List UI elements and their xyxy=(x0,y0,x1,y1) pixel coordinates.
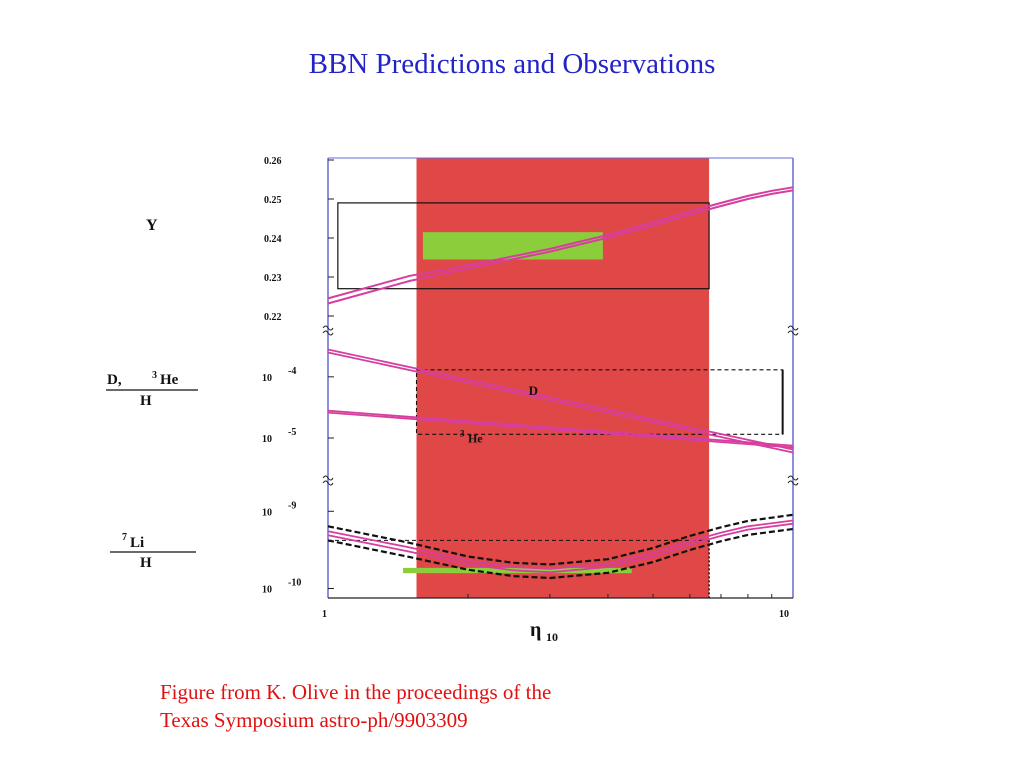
y-axis-label: Li xyxy=(130,535,144,551)
figure-caption: Figure from K. Olive in the proceedings … xyxy=(160,678,800,734)
annotation-superscript: 3 xyxy=(460,428,465,438)
allowed-eta-band xyxy=(416,158,710,598)
slide-title: BBN Predictions and Observations xyxy=(308,48,716,80)
y-tick-label: 10 xyxy=(262,507,272,518)
y-tick-label: 0.25 xyxy=(264,195,282,206)
uncertainty-bound xyxy=(327,527,794,580)
caption-line-1: Figure from K. Olive in the proceedings … xyxy=(160,680,552,704)
series-line xyxy=(327,409,794,447)
axis-break-mark xyxy=(322,475,334,486)
series-line xyxy=(327,519,794,570)
constraint-box xyxy=(415,369,784,435)
y-axis-label: He xyxy=(160,372,179,388)
y-tick-exponent: -5 xyxy=(288,427,296,438)
y-axis-label: D, xyxy=(107,372,122,388)
uncertainty-bound xyxy=(327,513,794,566)
series-line xyxy=(327,186,794,300)
y-axis-label: H xyxy=(140,393,152,409)
series-line xyxy=(327,411,794,449)
y-axis-label: Y xyxy=(146,217,158,234)
annotation-label: D xyxy=(529,383,538,398)
series-line xyxy=(327,189,794,305)
y-tick-label: 0.22 xyxy=(264,312,282,323)
y-tick-label: 10 xyxy=(262,434,272,445)
series-line xyxy=(327,348,794,451)
axis-break-mark xyxy=(787,325,799,336)
y-tick-label: 10 xyxy=(262,585,272,596)
x-axis-label: η xyxy=(530,619,541,641)
series-line xyxy=(327,351,794,454)
y-tick-label: 0.23 xyxy=(264,273,282,284)
x-axis-label-subscript: 10 xyxy=(546,630,558,644)
annotation-label: He xyxy=(468,431,483,445)
y-tick-exponent: -4 xyxy=(288,366,296,377)
y-tick-exponent: -10 xyxy=(288,578,301,589)
x-tick-label: 10 xyxy=(779,609,789,620)
y-tick-label: 10 xyxy=(262,373,272,384)
y-axis-label-superscript: 7 xyxy=(122,532,127,543)
y-tick-label: 0.24 xyxy=(264,234,282,245)
y-axis-label: H xyxy=(140,555,152,571)
y-axis-label-superscript: 3 xyxy=(152,370,157,381)
axis-break-mark xyxy=(322,325,334,336)
caption-line-2: Texas Symposium astro-ph/9903309 xyxy=(160,708,468,732)
y-tick-label: 0.26 xyxy=(264,156,282,167)
series-line xyxy=(327,522,794,574)
x-tick-label: 1 xyxy=(322,609,327,620)
axis-break-mark xyxy=(787,475,799,486)
constraint-box xyxy=(337,202,710,290)
y-tick-exponent: -9 xyxy=(288,500,296,511)
